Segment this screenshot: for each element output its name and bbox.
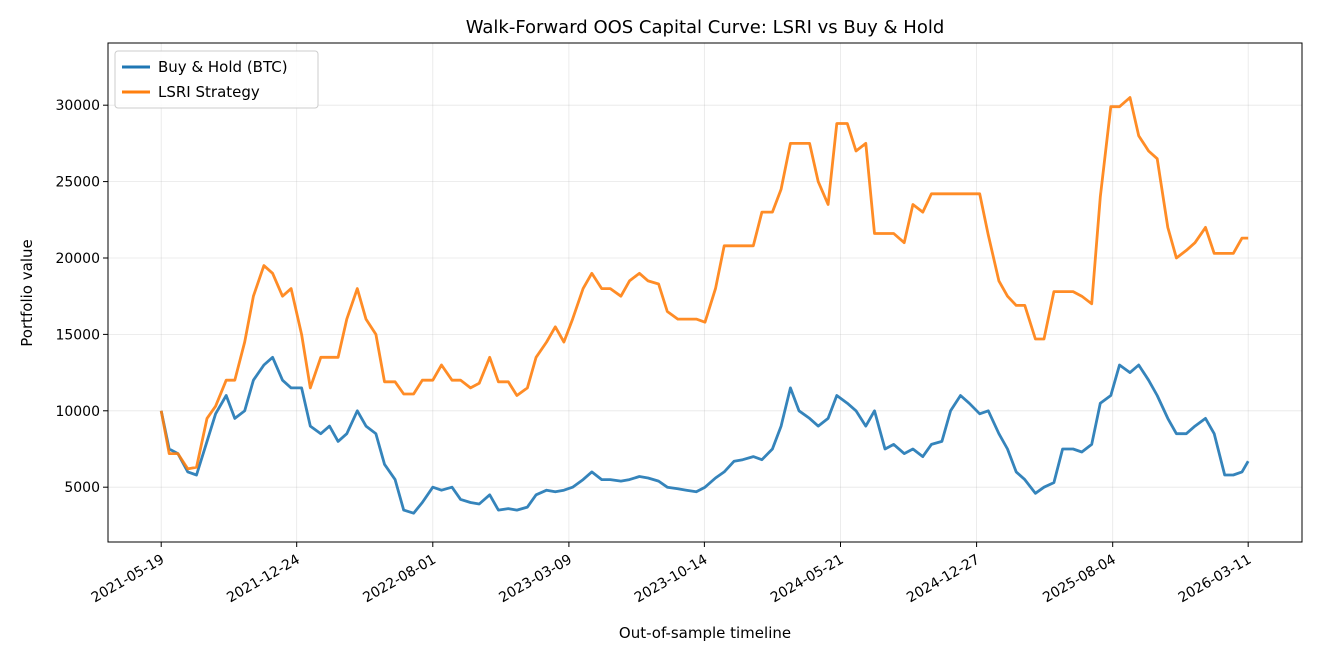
series-line-buy-hold [159, 355, 1250, 515]
series-line-lsri [159, 96, 1249, 471]
y-tick-label: 20000 [55, 251, 100, 267]
plot-frame [107, 42, 1303, 543]
y-tick-label: 10000 [55, 404, 100, 420]
legend-label-lsri: LSRI Strategy [158, 83, 260, 101]
y-axis-ticks: 5000 10000 15000 20000 25000 30000 [55, 98, 108, 496]
y-tick-label: 25000 [55, 175, 100, 191]
legend-box [114, 50, 319, 109]
y-axis-label: Portfolio value [18, 239, 36, 346]
legend: Buy & Hold (BTC) LSRI Strategy [114, 50, 319, 109]
series-lines [159, 96, 1250, 515]
y-tick-label: 15000 [55, 327, 100, 343]
legend-label-buy-hold: Buy & Hold (BTC) [158, 58, 288, 76]
chart-title: Walk-Forward OOS Capital Curve: LSRI vs … [466, 17, 945, 38]
y-tick-label: 5000 [64, 480, 100, 496]
y-tick-label: 30000 [55, 98, 100, 114]
x-axis-label: Out-of-sample timeline [619, 624, 791, 642]
